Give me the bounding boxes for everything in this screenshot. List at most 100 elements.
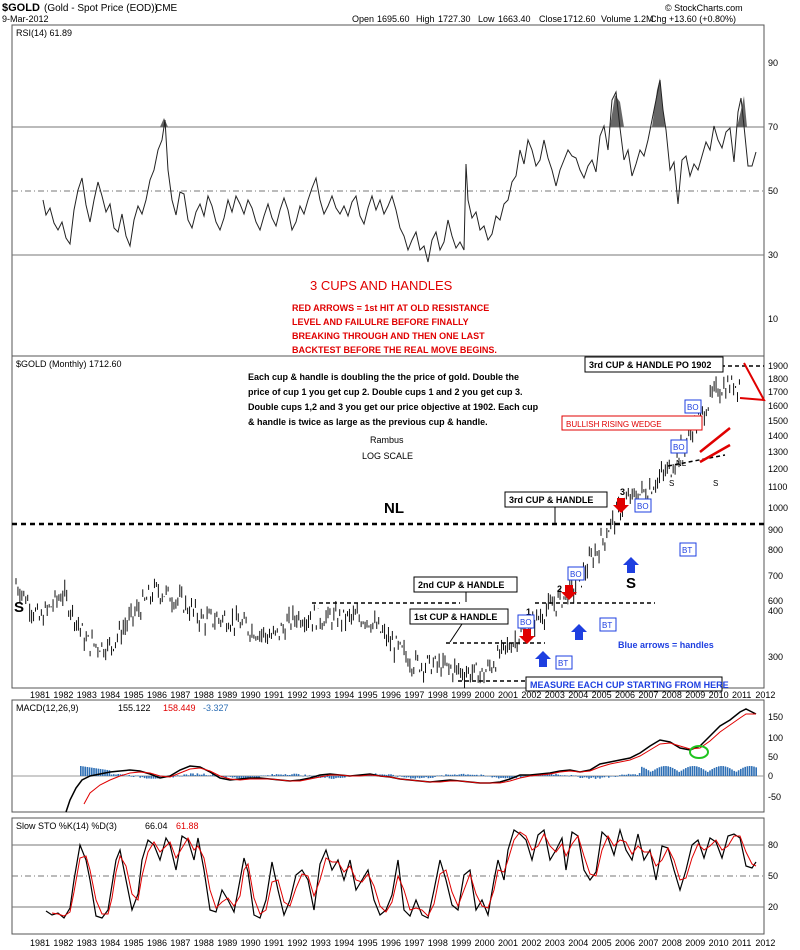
price-tick: 900 bbox=[768, 525, 783, 535]
macd-hist-bar bbox=[645, 768, 647, 776]
macd-hist-bar bbox=[682, 769, 685, 776]
bo-tag: BO bbox=[670, 439, 688, 454]
macd-hist-bar bbox=[344, 776, 346, 778]
macd-hist-bar bbox=[313, 775, 315, 776]
price-frame bbox=[11, 355, 765, 689]
macd-hist-bar bbox=[172, 776, 174, 778]
macd-hist-bar bbox=[542, 774, 544, 776]
macd-hist-bar bbox=[247, 776, 249, 779]
year-label-bottom: 1982 bbox=[53, 938, 73, 948]
price-label: $GOLD (Monthly) 1712.60 bbox=[16, 359, 122, 369]
rsi-fill bbox=[160, 118, 168, 127]
macd-hist-bar bbox=[146, 776, 148, 779]
macd-hist-bar bbox=[238, 776, 240, 779]
macd-hist-bar bbox=[630, 774, 632, 776]
macd-hist-bar bbox=[737, 770, 740, 776]
macd-hist-bar bbox=[130, 776, 133, 777]
year-label-bottom: 1991 bbox=[264, 938, 284, 948]
macd-hist-bar bbox=[667, 766, 669, 776]
macd-hist-bar bbox=[715, 766, 718, 776]
macd-hist-bar bbox=[102, 769, 104, 776]
macd-hist-bar bbox=[212, 774, 214, 776]
macd-hist-bar bbox=[196, 773, 199, 776]
blue-arrow-up bbox=[535, 651, 551, 667]
macd-hist-bar bbox=[588, 776, 590, 779]
macd-tick: 100 bbox=[768, 733, 783, 743]
macd-hist-bar bbox=[484, 776, 487, 777]
macd-hist-bar bbox=[641, 766, 643, 776]
year-label-bottom: 1989 bbox=[217, 938, 237, 948]
macd-hist-bar bbox=[621, 774, 623, 776]
macd-hist-bar bbox=[733, 770, 735, 776]
macd-hist-bar bbox=[132, 776, 135, 778]
macd-hist-bar bbox=[304, 774, 306, 776]
macd-hist-bar bbox=[553, 774, 555, 776]
sto-tick: 20 bbox=[768, 902, 778, 912]
macd-hist-bar bbox=[297, 774, 300, 776]
callout-text: 2nd CUP & HANDLE bbox=[418, 580, 504, 590]
price-tick: 800 bbox=[768, 545, 783, 555]
callout-box bbox=[504, 491, 608, 508]
macd-hist-bar bbox=[399, 775, 401, 776]
macd-value-1: 155.122 bbox=[118, 703, 151, 713]
sto-label: Slow STO %K(14) %D(3) bbox=[16, 821, 117, 831]
year-label-top: 1982 bbox=[53, 690, 73, 700]
macd-hist-bar bbox=[445, 774, 447, 776]
macd-hist-bar bbox=[209, 775, 212, 776]
macd-hist-bar bbox=[610, 776, 612, 777]
macd-hist-bar bbox=[566, 775, 568, 776]
macd-hist-bar bbox=[568, 776, 570, 777]
callout-text: 3rd CUP & HANDLE bbox=[509, 495, 593, 505]
title-annotation: 3 CUPS AND HANDLES bbox=[310, 278, 453, 293]
macd-hist-bar bbox=[141, 776, 144, 778]
year-label-top: 1994 bbox=[334, 690, 354, 700]
macd-hist-bar bbox=[599, 776, 601, 779]
year-label-top: 2002 bbox=[521, 690, 541, 700]
macd-hist-bar bbox=[187, 775, 190, 776]
macd-hist-bar bbox=[480, 774, 482, 776]
macd-hist-bar bbox=[555, 773, 557, 776]
macd-hist-bar bbox=[278, 774, 280, 776]
macd-hist-bar bbox=[755, 767, 757, 776]
third-cup-callout: 3rd CUP & HANDLE bbox=[504, 491, 608, 523]
main-note-line: Each cup & handle is doubling the the pr… bbox=[248, 372, 519, 382]
macd-tick: 0 bbox=[768, 771, 773, 781]
price-tick: 1300 bbox=[768, 447, 788, 457]
year-label-bottom: 2010 bbox=[709, 938, 729, 948]
macd-hist-bar bbox=[669, 766, 672, 776]
year-label-top: 1985 bbox=[124, 690, 144, 700]
header-ohlc: Open 1695.60 High 1727.30 Low 1663.40 Cl… bbox=[352, 14, 736, 24]
macd-hist-bar bbox=[227, 776, 229, 777]
price-tick: 1000 bbox=[768, 503, 788, 513]
macd-hist-bar bbox=[643, 767, 645, 776]
year-label-top: 2003 bbox=[545, 690, 565, 700]
macd-hist-bar bbox=[135, 775, 137, 776]
year-label-bottom: 1993 bbox=[311, 938, 331, 948]
year-label-top: 1998 bbox=[428, 690, 448, 700]
wedge-upper bbox=[699, 427, 731, 453]
macd-hist-bar bbox=[390, 774, 392, 776]
year-label-top: 1991 bbox=[264, 690, 284, 700]
high-value: 1727.30 bbox=[438, 14, 471, 24]
macd-hist-bar bbox=[174, 776, 177, 777]
year-label-bottom: 1981 bbox=[30, 938, 50, 948]
macd-hist-bar bbox=[627, 773, 630, 776]
macd-hist-bar bbox=[491, 776, 493, 778]
callout-text: BULLISH RISING WEDGE bbox=[566, 420, 662, 429]
svg-text:BO: BO bbox=[520, 618, 532, 627]
svg-text:BT: BT bbox=[602, 621, 612, 630]
macd-hist-bar bbox=[652, 770, 654, 776]
macd-hist-bar bbox=[458, 774, 460, 776]
macd-hist-bar bbox=[625, 774, 628, 776]
macd-hist-bar bbox=[143, 776, 146, 779]
macd-hist-bar bbox=[223, 776, 225, 777]
macd-hist-bar bbox=[234, 776, 236, 778]
main-note-line: price of cup 1 you get cup 2. Double cup… bbox=[248, 387, 523, 397]
macd-hist-bar bbox=[245, 776, 247, 779]
blue-arrow-up bbox=[571, 624, 587, 640]
macd-hist-bar bbox=[594, 776, 597, 779]
macd-hist-bar bbox=[110, 774, 113, 776]
year-label-top: 1992 bbox=[287, 690, 307, 700]
macd-hist-bar bbox=[478, 775, 480, 776]
macd-hist-bar bbox=[603, 776, 606, 778]
